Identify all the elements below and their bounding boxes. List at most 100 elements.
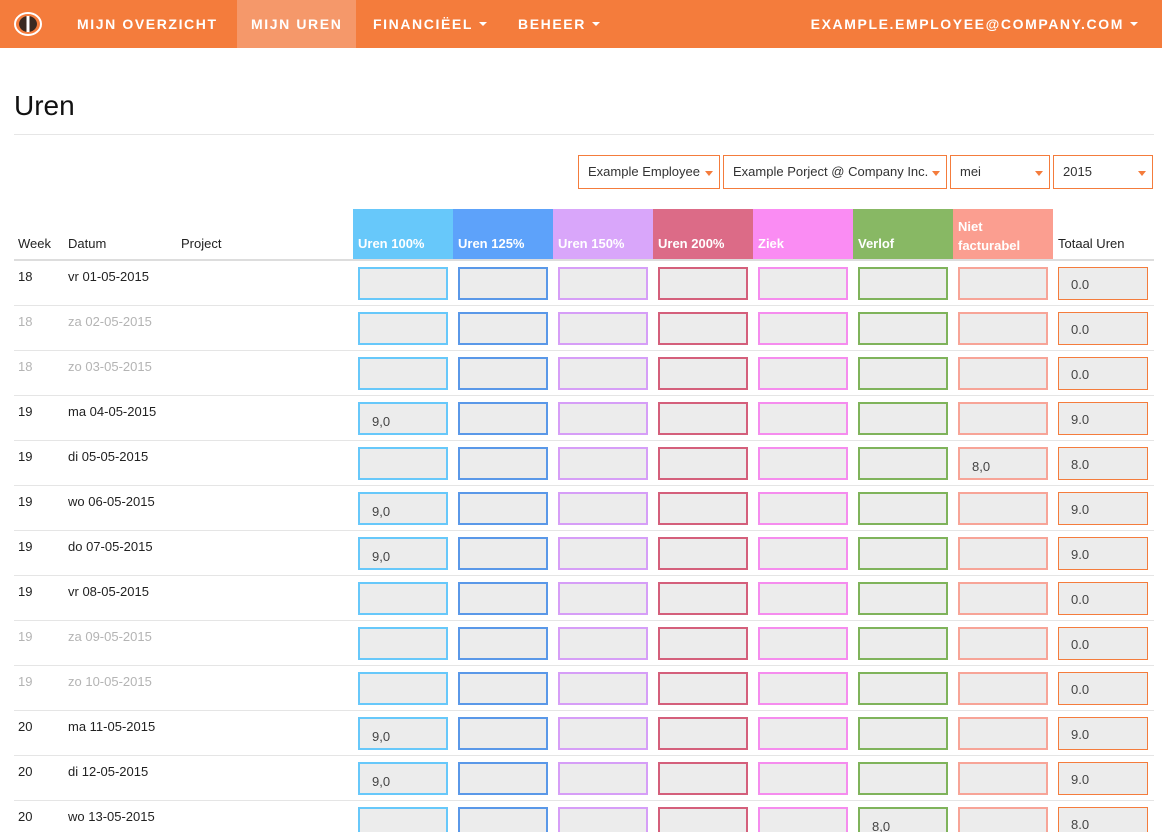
hour-input[interactable]: [458, 447, 548, 480]
hour-input[interactable]: [658, 402, 748, 435]
hour-input[interactable]: [758, 402, 848, 435]
hour-input[interactable]: [758, 807, 848, 832]
hour-input[interactable]: [358, 672, 448, 705]
hour-input[interactable]: [558, 807, 648, 832]
hour-input[interactable]: [658, 582, 748, 615]
hour-input[interactable]: [558, 717, 648, 750]
hour-input[interactable]: [458, 312, 548, 345]
hour-input[interactable]: [658, 492, 748, 525]
year-select[interactable]: 2015: [1053, 155, 1153, 189]
hour-input[interactable]: [458, 762, 548, 795]
hour-input[interactable]: [958, 762, 1048, 795]
hour-input[interactable]: [658, 807, 748, 832]
hour-input[interactable]: [858, 402, 948, 435]
hour-input[interactable]: [458, 807, 548, 832]
hour-input[interactable]: [958, 492, 1048, 525]
hour-input[interactable]: [758, 627, 848, 660]
hour-input[interactable]: [558, 312, 648, 345]
hour-input[interactable]: [658, 627, 748, 660]
hour-input[interactable]: [558, 402, 648, 435]
hour-input[interactable]: [758, 672, 848, 705]
hour-input[interactable]: [558, 627, 648, 660]
hour-input[interactable]: [858, 492, 948, 525]
hour-input[interactable]: [858, 672, 948, 705]
hour-input[interactable]: [658, 312, 748, 345]
hour-input[interactable]: [958, 582, 1048, 615]
nav-mijn-overzicht[interactable]: MIJN OVERZICHT: [77, 16, 218, 32]
hour-input[interactable]: [358, 312, 448, 345]
hour-input[interactable]: 8,0: [958, 447, 1048, 480]
hour-input[interactable]: [558, 537, 648, 570]
hour-input[interactable]: [958, 357, 1048, 390]
employee-select[interactable]: Example Employee: [578, 155, 720, 189]
hour-input[interactable]: [858, 582, 948, 615]
hour-input[interactable]: [958, 267, 1048, 300]
hour-input[interactable]: [858, 717, 948, 750]
hour-input[interactable]: [758, 582, 848, 615]
hour-input[interactable]: 9,0: [358, 492, 448, 525]
hour-input[interactable]: [558, 267, 648, 300]
hour-input[interactable]: [558, 762, 648, 795]
hour-input[interactable]: [958, 312, 1048, 345]
hour-input[interactable]: [758, 267, 848, 300]
hour-input[interactable]: [458, 402, 548, 435]
hour-input[interactable]: [558, 672, 648, 705]
hour-input[interactable]: [458, 492, 548, 525]
hour-input[interactable]: [758, 312, 848, 345]
hour-input[interactable]: 8,0: [858, 807, 948, 832]
hour-input[interactable]: [858, 537, 948, 570]
hour-input[interactable]: [958, 402, 1048, 435]
hour-input[interactable]: [958, 537, 1048, 570]
hour-input[interactable]: [758, 537, 848, 570]
hour-input[interactable]: [958, 672, 1048, 705]
hour-input[interactable]: 9,0: [358, 402, 448, 435]
hour-input[interactable]: [758, 717, 848, 750]
hour-input[interactable]: [758, 447, 848, 480]
hour-input[interactable]: [358, 357, 448, 390]
hour-input[interactable]: [758, 357, 848, 390]
hour-input[interactable]: [858, 627, 948, 660]
hour-input[interactable]: [858, 357, 948, 390]
hour-input[interactable]: 9,0: [358, 762, 448, 795]
hour-input[interactable]: [858, 312, 948, 345]
hour-input[interactable]: [658, 537, 748, 570]
hour-input[interactable]: [858, 762, 948, 795]
hour-input[interactable]: [958, 627, 1048, 660]
hour-input[interactable]: [458, 357, 548, 390]
hour-input[interactable]: [658, 447, 748, 480]
hour-input[interactable]: [858, 447, 948, 480]
nav-mijn-uren[interactable]: MIJN UREN: [237, 0, 357, 48]
hour-input[interactable]: [758, 762, 848, 795]
nav-financieel-dropdown[interactable]: FINANCIËEL: [359, 0, 501, 48]
hour-input[interactable]: [358, 582, 448, 615]
hour-input[interactable]: [958, 807, 1048, 832]
hour-input[interactable]: [458, 537, 548, 570]
hour-input[interactable]: [658, 717, 748, 750]
hour-input[interactable]: [758, 492, 848, 525]
hour-input[interactable]: [358, 627, 448, 660]
hour-input[interactable]: [558, 492, 648, 525]
hour-input[interactable]: [458, 267, 548, 300]
hour-input[interactable]: [658, 672, 748, 705]
hour-input[interactable]: [458, 717, 548, 750]
nav-beheer-dropdown[interactable]: BEHEER: [504, 0, 614, 48]
hour-input[interactable]: 9,0: [358, 537, 448, 570]
hour-input[interactable]: [458, 627, 548, 660]
app-logo[interactable]: [14, 12, 42, 36]
hour-input[interactable]: [358, 807, 448, 832]
hour-input[interactable]: [358, 447, 448, 480]
hour-input[interactable]: [458, 582, 548, 615]
hour-input[interactable]: [458, 672, 548, 705]
hour-input[interactable]: [658, 357, 748, 390]
hour-input[interactable]: 9,0: [358, 717, 448, 750]
month-select[interactable]: mei: [950, 155, 1050, 189]
hour-input[interactable]: [558, 447, 648, 480]
hour-input[interactable]: [358, 267, 448, 300]
hour-input[interactable]: [658, 267, 748, 300]
project-select[interactable]: Example Porject @ Company Inc.: [723, 155, 947, 189]
hour-input[interactable]: [858, 267, 948, 300]
hour-input[interactable]: [958, 717, 1048, 750]
hour-input[interactable]: [558, 357, 648, 390]
user-menu-dropdown[interactable]: EXAMPLE.EMPLOYEE@COMPANY.COM: [797, 0, 1152, 48]
hour-input[interactable]: [658, 762, 748, 795]
